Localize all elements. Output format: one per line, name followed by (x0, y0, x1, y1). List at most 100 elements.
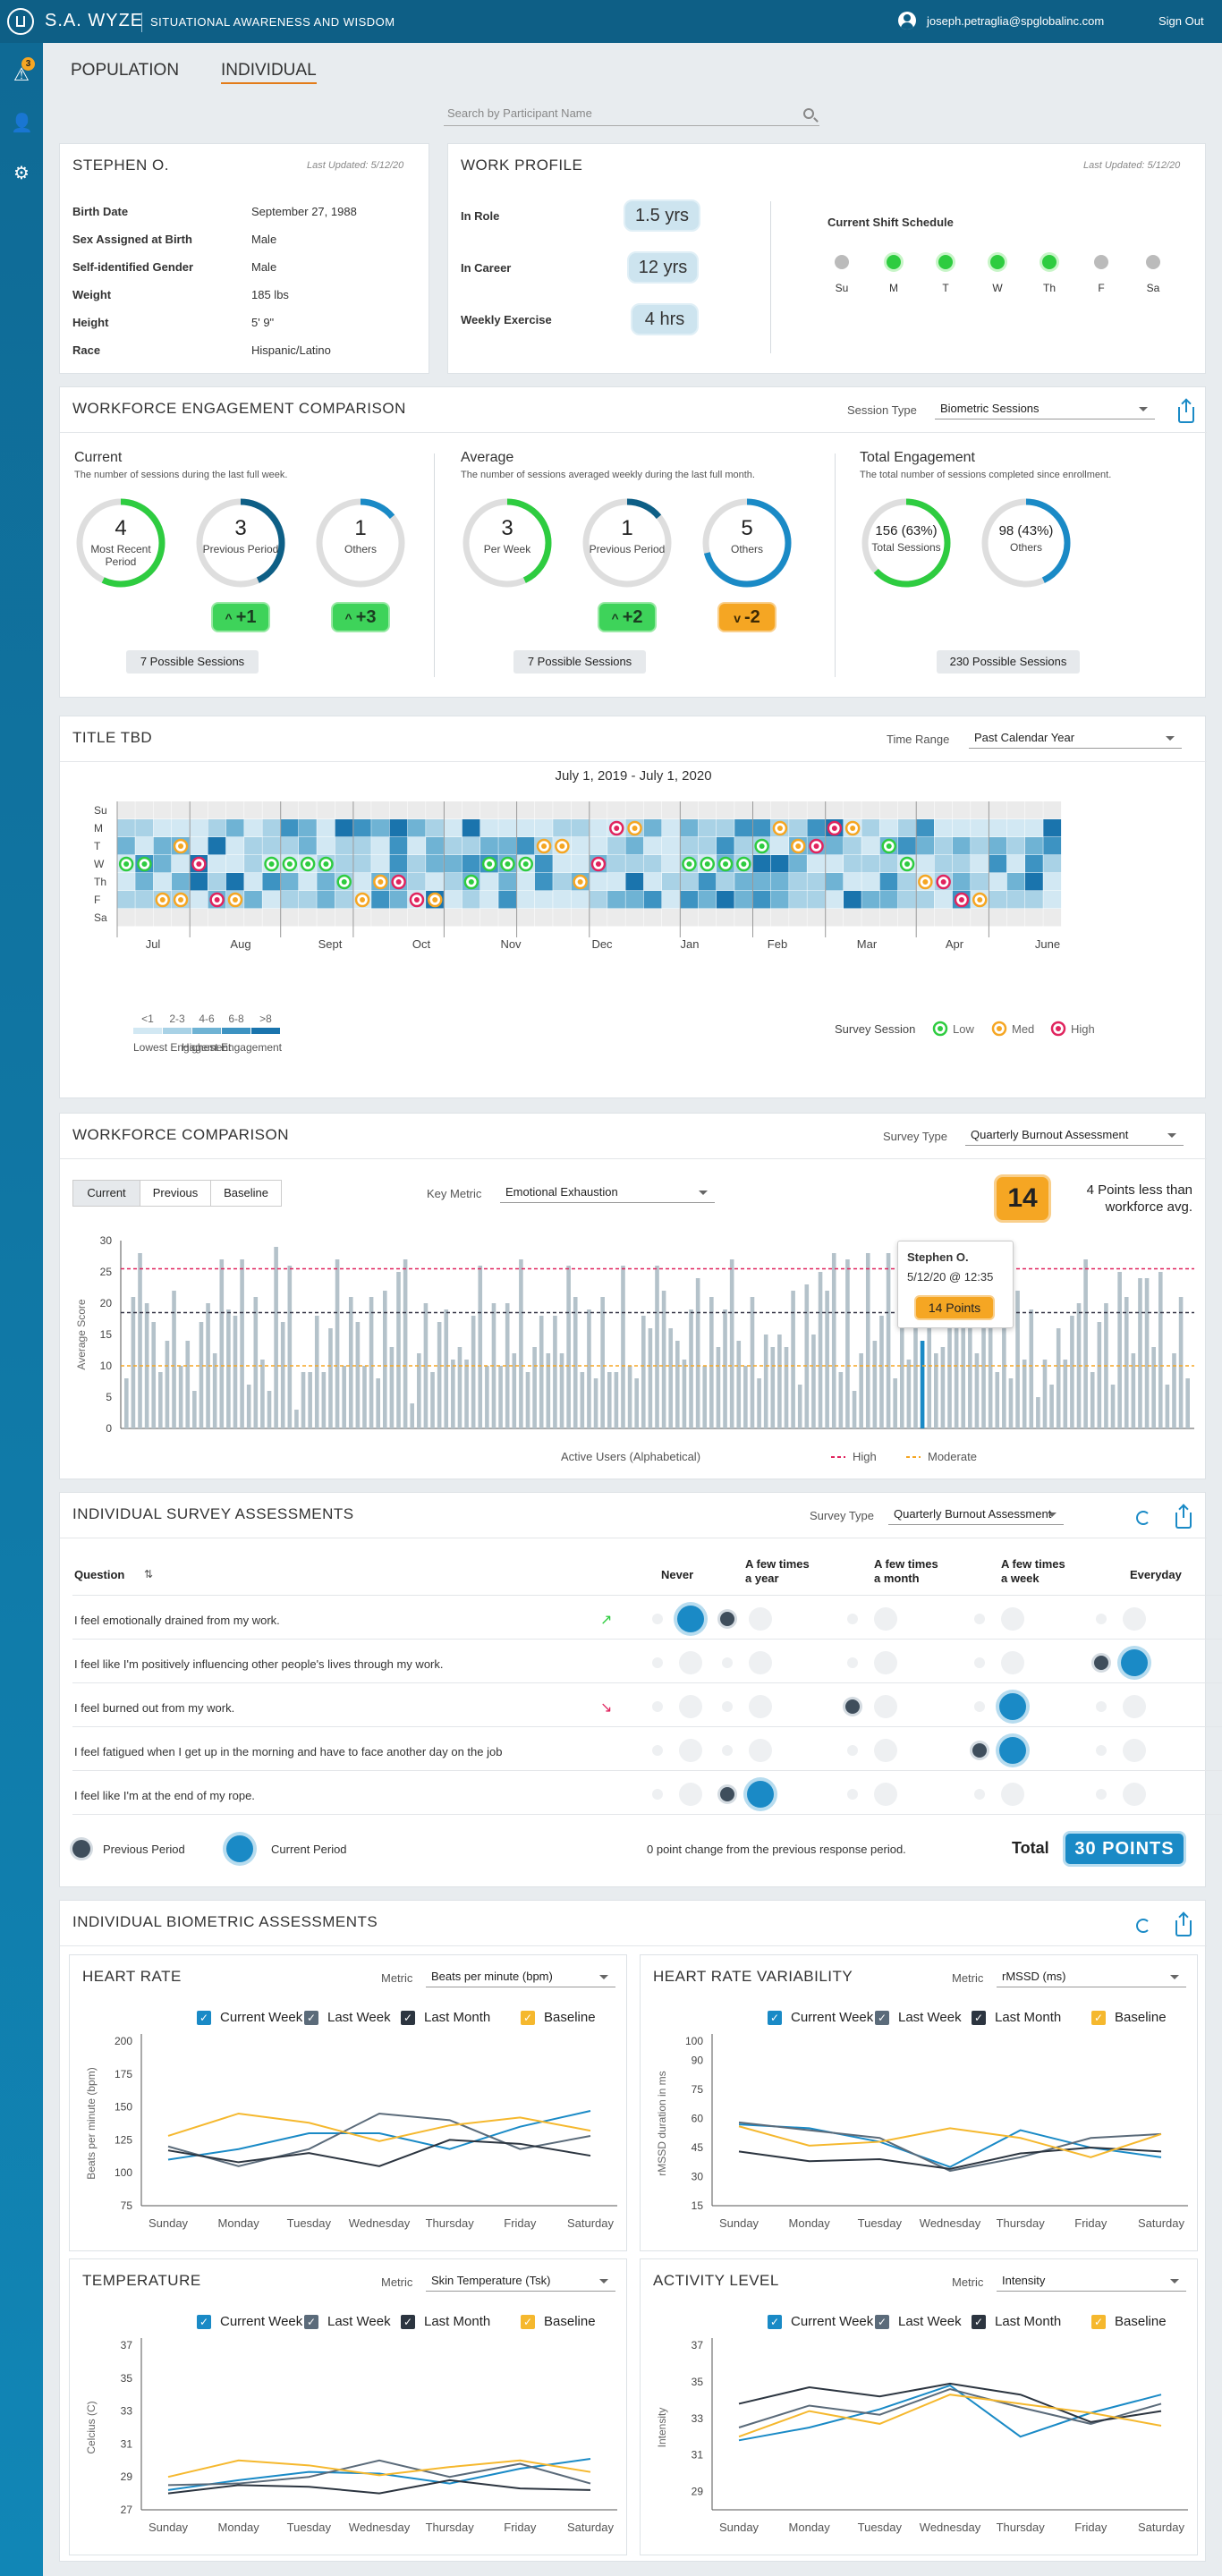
score-bar[interactable] (831, 1253, 836, 1428)
heatmap-cell[interactable] (553, 873, 571, 891)
series-checkbox[interactable]: ✓ (972, 2011, 986, 2025)
heatmap-cell[interactable] (262, 801, 281, 819)
score-bar[interactable] (382, 1291, 387, 1428)
heatmap-cell[interactable] (462, 909, 480, 927)
heatmap-cell[interactable] (1025, 855, 1043, 873)
heatmap-cell[interactable] (352, 801, 371, 819)
score-bar[interactable] (1049, 1385, 1054, 1428)
score-bar[interactable] (695, 1278, 700, 1428)
heatmap-cell[interactable] (352, 837, 371, 855)
heatmap-cell[interactable] (680, 819, 699, 837)
heatmap-cell[interactable] (844, 837, 861, 855)
heatmap-cell[interactable] (825, 855, 844, 873)
heatmap-cell[interactable] (225, 801, 244, 819)
score-bar[interactable] (750, 1297, 755, 1428)
heatmap-cell[interactable] (662, 837, 680, 855)
score-bar[interactable] (1063, 1360, 1068, 1428)
heatmap-cell[interactable] (897, 801, 916, 819)
heatmap-cell[interactable] (734, 819, 752, 837)
heatmap-cell[interactable] (426, 801, 444, 819)
score-bar[interactable] (1090, 1372, 1095, 1428)
heatmap-cell[interactable] (879, 891, 898, 909)
score-bar[interactable] (648, 1328, 653, 1428)
heatmap-cell[interactable] (989, 801, 1007, 819)
heatmap-cell[interactable] (516, 891, 535, 909)
heatmap-cell[interactable] (299, 837, 317, 855)
score-bar[interactable] (580, 1372, 585, 1428)
metric-select[interactable]: Skin Temperature (Tsk) (426, 2270, 615, 2292)
series-checkbox[interactable]: ✓ (197, 2011, 211, 2025)
heatmap-cell[interactable] (407, 801, 426, 819)
heatmap-cell[interactable] (698, 837, 717, 855)
heatmap-cell[interactable] (680, 873, 699, 891)
heatmap-cell[interactable] (262, 891, 281, 909)
heatmap-cell[interactable] (971, 819, 989, 837)
heatmap-cell[interactable] (662, 909, 680, 927)
heatmap-cell[interactable] (571, 801, 590, 819)
series-checkbox[interactable]: ✓ (304, 2011, 318, 2025)
score-bar[interactable] (1117, 1272, 1122, 1428)
heatmap-cell[interactable] (952, 837, 971, 855)
heatmap-cell[interactable] (244, 891, 262, 909)
heatmap-cell[interactable] (1043, 801, 1062, 819)
score-bar[interactable] (430, 1372, 435, 1428)
heatmap-cell[interactable] (789, 801, 807, 819)
score-bar[interactable] (818, 1272, 823, 1428)
heatmap-cell[interactable] (971, 837, 989, 855)
heatmap-cell[interactable] (426, 837, 444, 855)
heatmap-cell[interactable] (462, 801, 480, 819)
heatmap-cell[interactable] (335, 855, 353, 873)
heatmap-cell[interactable] (1006, 873, 1025, 891)
heatmap-cell[interactable] (280, 873, 299, 891)
score-bar[interactable] (464, 1360, 469, 1428)
score-bar[interactable] (655, 1266, 659, 1428)
heatmap-cell[interactable] (135, 837, 154, 855)
score-bar[interactable] (260, 1360, 265, 1428)
score-bar[interactable] (532, 1347, 537, 1428)
score-bar[interactable] (804, 1284, 810, 1428)
score-bar[interactable] (988, 1316, 993, 1428)
add-user-icon[interactable]: 👤 (11, 114, 33, 133)
heatmap-cell[interactable] (153, 873, 172, 891)
heatmap-cell[interactable] (280, 801, 299, 819)
score-bar[interactable] (559, 1353, 564, 1428)
session-type-select[interactable]: Biometric Sessions (935, 398, 1155, 419)
heatmap-cell[interactable] (770, 855, 789, 873)
metric-select[interactable]: Intensity (997, 2270, 1186, 2292)
heatmap-cell[interactable] (407, 819, 426, 837)
heatmap-cell[interactable] (389, 909, 408, 927)
score-bar[interactable] (342, 1366, 346, 1428)
score-bar[interactable] (457, 1347, 462, 1428)
heatmap-cell[interactable] (371, 801, 389, 819)
score-bar[interactable] (172, 1291, 176, 1428)
score-bar[interactable] (981, 1322, 986, 1428)
heatmap-cell[interactable] (262, 837, 281, 855)
heatmap-cell[interactable] (225, 819, 244, 837)
heatmap-cell[interactable] (299, 873, 317, 891)
heatmap-cell[interactable] (698, 801, 717, 819)
score-bar[interactable] (512, 1353, 517, 1428)
score-bar[interactable] (729, 1259, 734, 1428)
heatmap-cell[interactable] (952, 801, 971, 819)
heatmap-cell[interactable] (407, 855, 426, 873)
score-bar[interactable] (825, 1291, 829, 1428)
heatmap-cell[interactable] (879, 801, 898, 819)
heatmap-cell[interactable] (117, 819, 135, 837)
heatmap-cell[interactable] (244, 819, 262, 837)
score-bar[interactable] (791, 1291, 795, 1428)
series-checkbox[interactable]: ✓ (768, 2011, 782, 2025)
score-bar[interactable] (886, 1253, 891, 1428)
score-bar[interactable] (661, 1291, 666, 1428)
heatmap-cell[interactable] (916, 909, 934, 927)
heatmap-cell[interactable] (371, 855, 389, 873)
heatmap-cell[interactable] (1043, 855, 1062, 873)
heatmap-cell[interactable] (153, 837, 172, 855)
heatmap-cell[interactable] (480, 801, 498, 819)
score-bar[interactable] (246, 1385, 251, 1428)
heatmap-cell[interactable] (444, 855, 462, 873)
score-bar[interactable] (940, 1347, 946, 1428)
heatmap-cell[interactable] (607, 909, 625, 927)
heatmap-cell[interactable] (934, 801, 953, 819)
score-bar[interactable] (185, 1341, 191, 1428)
heatmap-cell[interactable] (643, 891, 662, 909)
